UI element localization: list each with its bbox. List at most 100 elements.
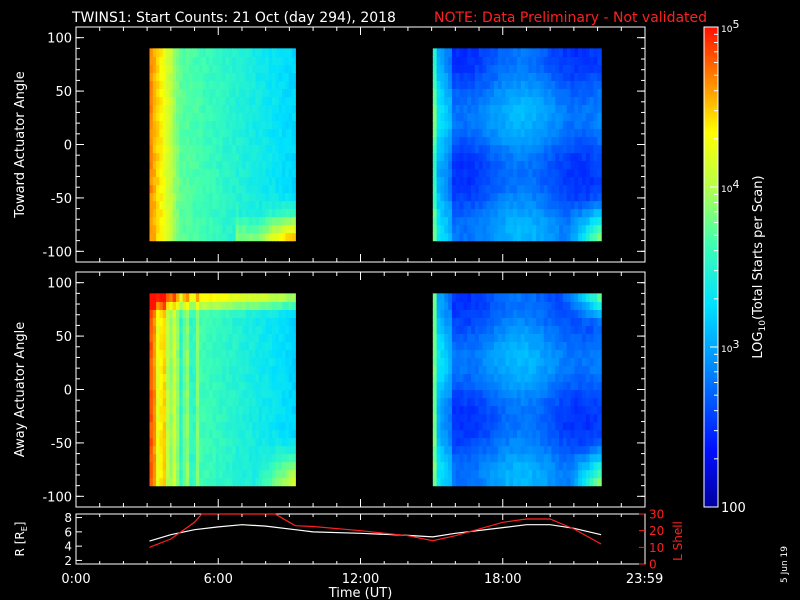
heatmap-cell <box>455 405 461 415</box>
heatmap-cell <box>436 112 442 122</box>
heatmap-cell <box>440 293 445 302</box>
heatmap-cell <box>547 309 553 318</box>
heatmap-cell <box>192 144 197 154</box>
heatmap-cell <box>182 144 187 154</box>
heatmap-cell <box>268 477 273 487</box>
heatmap-cell <box>209 160 214 170</box>
heatmap-cell <box>448 317 453 327</box>
heatmap-cell <box>547 184 553 194</box>
heatmap-cell <box>494 389 499 399</box>
heatmap-cell <box>238 176 243 186</box>
heatmap-cell <box>205 160 210 170</box>
heatmap-cell <box>539 357 545 367</box>
heatmap-cell <box>513 200 518 210</box>
heatmap-cell <box>275 104 280 114</box>
heatmap-cell <box>570 168 575 178</box>
heatmap-block <box>149 48 296 242</box>
heatmap-cell <box>291 445 296 455</box>
heatmap-cell <box>570 357 575 367</box>
heatmap-cell <box>149 445 154 455</box>
heatmap-cell <box>570 301 575 310</box>
heatmap-cell <box>555 120 560 130</box>
heatmap-cell <box>444 80 449 90</box>
heatmap-cell <box>212 208 217 218</box>
heatmap-cell <box>597 136 602 146</box>
heatmap-cell <box>585 200 591 210</box>
heatmap-cell <box>566 200 572 210</box>
heatmap-cell <box>528 160 533 170</box>
heatmap-cell <box>486 381 491 391</box>
heatmap-cell <box>199 301 204 310</box>
heatmap-cell <box>248 309 253 318</box>
heatmap-cell <box>536 112 541 122</box>
heatmap-cell <box>582 48 587 57</box>
heatmap-cell <box>501 445 507 455</box>
heatmap-cell <box>539 216 545 226</box>
heatmap-cell <box>179 208 184 218</box>
heatmap-cell <box>589 184 595 194</box>
heatmap-cell <box>265 405 270 415</box>
heatmap-cell <box>532 397 537 407</box>
heatmap-cell <box>255 72 260 82</box>
heatmap-cell <box>440 437 445 447</box>
heatmap-cell <box>248 325 253 335</box>
heatmap-cell <box>516 413 522 423</box>
heatmap-cell <box>463 80 468 90</box>
heatmap-cell <box>172 160 177 170</box>
heatmap-cell <box>189 373 194 383</box>
heatmap-cell <box>528 341 533 351</box>
heatmap-cell <box>539 341 545 351</box>
heatmap-cell <box>156 389 161 399</box>
heatmap-cell <box>555 104 560 114</box>
heatmap-cell <box>467 120 472 130</box>
heatmap-cell <box>547 232 553 242</box>
heatmap-cell <box>471 208 476 218</box>
heatmap-cell <box>285 317 290 327</box>
heatmap-cell <box>262 461 267 471</box>
heatmap-cell <box>532 429 537 439</box>
heatmap-cell <box>539 389 545 399</box>
heatmap-cell <box>282 461 286 471</box>
heatmap-cell <box>176 469 180 479</box>
heatmap-cell <box>159 357 164 367</box>
heatmap-cell <box>252 445 257 455</box>
heatmap-cell <box>486 445 491 455</box>
heatmap-cell <box>166 120 170 130</box>
heatmap-cell <box>547 88 553 98</box>
heatmap-cell <box>578 128 583 138</box>
heatmap-cell <box>436 128 442 138</box>
heatmap-cell <box>509 72 514 82</box>
heatmap-cell <box>215 192 220 202</box>
heatmap-cell <box>471 421 476 431</box>
heatmap-cell <box>248 317 253 327</box>
heatmap-cell <box>285 421 290 431</box>
heatmap-cell <box>532 461 537 471</box>
heatmap-cell <box>288 365 293 375</box>
heatmap-cell <box>539 208 545 218</box>
heatmap-cell <box>578 200 583 210</box>
heatmap-cell <box>192 104 197 114</box>
heatmap-cell <box>501 301 507 310</box>
heatmap-cell <box>432 325 438 335</box>
heatmap-cell <box>282 373 286 383</box>
heatmap-cell <box>539 405 545 415</box>
heatmap-cell <box>291 293 296 302</box>
heatmap-cell <box>566 168 572 178</box>
heatmap-cell <box>202 160 207 170</box>
heatmap-cell <box>149 293 154 302</box>
heatmap-cell <box>192 429 197 439</box>
heatmap-cell <box>574 357 579 367</box>
heatmap-cell <box>432 341 438 351</box>
heatmap-cell <box>467 184 472 194</box>
heatmap-cell <box>524 317 530 327</box>
y-tick-label: 100 <box>47 277 72 292</box>
heatmap-cell <box>282 309 286 318</box>
heatmap-cell <box>451 152 457 162</box>
heatmap-cell <box>225 453 230 463</box>
heatmap-cell <box>513 421 518 431</box>
y-tick-label: 50 <box>55 330 72 345</box>
heatmap-cell <box>505 445 510 455</box>
heatmap-cell <box>474 200 480 210</box>
heatmap-cell <box>235 88 240 98</box>
heatmap-cell <box>245 309 250 318</box>
